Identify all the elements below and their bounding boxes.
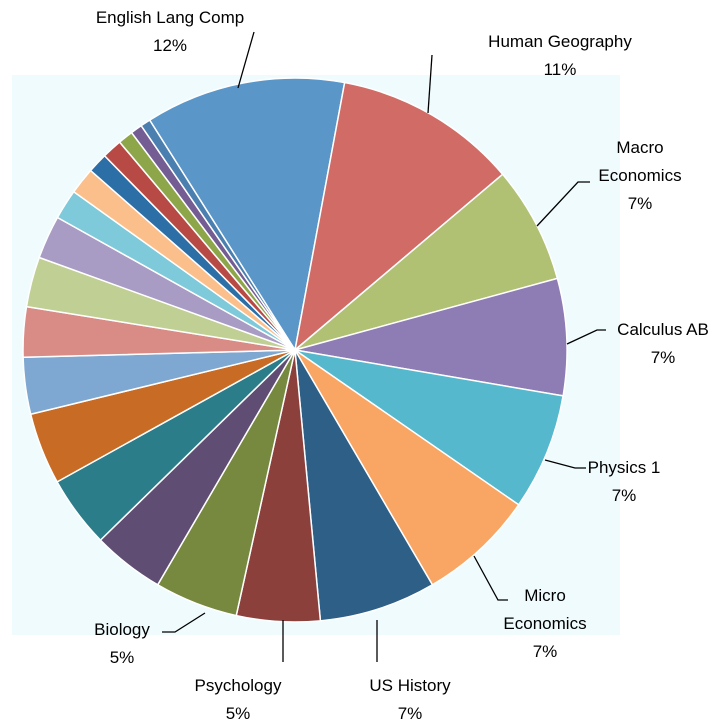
leader-lines — [162, 31, 606, 662]
leader-line — [162, 612, 206, 633]
pie-slice — [294, 173, 559, 351]
pie-slice — [293, 81, 504, 352]
leader-line — [544, 459, 586, 469]
category-label: Physics 1 — [587, 458, 661, 477]
category-label: Human Geography — [488, 32, 632, 51]
slice-label: US History 7% — [369, 672, 450, 725]
value-label: 5% — [225, 704, 251, 723]
slice-label: Human Geography 11% — [488, 28, 632, 84]
category-label: Macro Economics — [598, 138, 682, 185]
value-label: 7% — [627, 194, 653, 213]
category-label: US History — [369, 676, 451, 695]
leader-line — [473, 555, 508, 601]
category-label: English Lang Comp — [95, 8, 245, 27]
value-label: 12% — [152, 36, 188, 55]
pie-slice — [140, 119, 296, 351]
category-label: Psychology — [194, 676, 282, 695]
value-label: 7% — [397, 704, 423, 723]
pie-slice — [294, 349, 434, 622]
value-label: 7% — [611, 486, 637, 505]
category-label: Biology — [94, 620, 150, 639]
slice-label: Calculus AB 7% — [617, 316, 709, 372]
slice-label: English Lang Comp 12% — [96, 4, 244, 60]
slice-label: Micro Economics 7% — [490, 582, 600, 666]
value-label: 7% — [532, 642, 558, 661]
pie-slice — [148, 77, 346, 353]
slice-label: Physics 1 7% — [588, 454, 661, 510]
leader-line — [536, 181, 590, 227]
category-label: Calculus AB — [617, 320, 709, 339]
pie-slice — [294, 277, 568, 397]
leader-line — [566, 329, 606, 345]
slice-label: Biology 5% — [94, 616, 150, 672]
pie-slice — [294, 349, 564, 506]
value-label: 5% — [109, 648, 135, 667]
pie-slice — [294, 349, 520, 586]
category-label: Micro Economics — [503, 586, 587, 633]
slice-label: Macro Economics 7% — [585, 134, 695, 218]
leader-line — [427, 54, 433, 114]
value-label: 11% — [543, 60, 577, 79]
leader-line — [237, 31, 255, 89]
value-label: 7% — [650, 348, 676, 367]
slice-label: Psychology 5% — [195, 672, 282, 725]
